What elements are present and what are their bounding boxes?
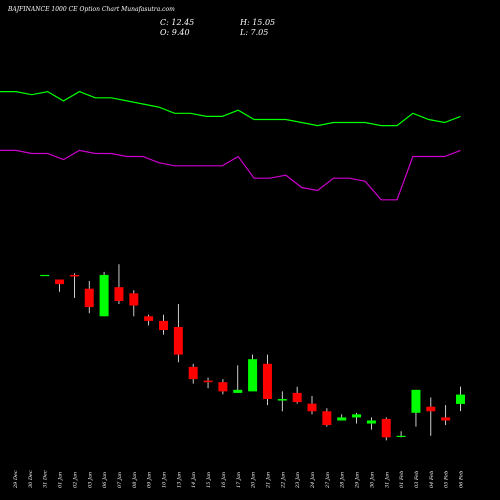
x-tick-label: 03 Feb [414,471,420,488]
candle-body-up [337,417,347,421]
candle-body-up [396,435,406,438]
candle [188,363,198,384]
candle [218,379,228,395]
candle-body-down [292,392,302,403]
x-tick-label: 29 Jan [355,472,361,489]
candle [277,391,287,412]
candle [381,417,391,441]
candle [456,386,465,412]
candle [322,408,332,427]
candle-body-up [233,389,243,393]
candle-body-up [366,420,376,424]
candle-body-down [188,366,198,380]
x-tick-label: 04 Feb [429,471,435,488]
candle-body-down [218,382,228,392]
candle-body-down [426,406,436,412]
candle [426,397,436,436]
candle-body-up [40,274,50,277]
candle [248,354,258,392]
chart-title: BAJFINANCE 1000 CE Option Chart Munafasu… [8,6,175,13]
x-tick-label: 30 Jan [369,472,375,488]
low-value: L: 7.05 [240,28,269,37]
x-tick-label: 02 Jan [72,472,78,488]
ema-slow-line [0,149,461,201]
candle-body-down [381,418,391,438]
x-tick-label: 08 Jan [132,472,138,488]
candle [262,354,272,406]
x-tick-label: 31 Jan [384,472,390,488]
candle-body-up [277,399,287,401]
candle [159,314,168,335]
x-tick-label: 07 Jan [117,472,123,488]
x-tick-label: 06 Feb [459,471,465,488]
candle [99,271,109,317]
candle [337,414,347,421]
candle-body-down [129,293,139,306]
candle [441,405,451,426]
x-tick-label: 27 Jan [325,472,331,489]
candle-body-down [441,417,451,421]
candle [40,274,50,277]
candle [411,389,421,427]
candle [129,290,139,317]
x-tick-label: 14 Jan [191,472,197,488]
candle-body-down [144,316,154,321]
x-tick-label: 16 Jan [221,472,227,488]
candle-body-down [84,288,94,308]
candle [144,314,154,326]
x-tick-label: 20 Jan [251,472,257,489]
candle-body-down [322,411,332,426]
candle-body-up [352,414,362,418]
x-tick-label: 10 Jan [162,472,168,488]
candle-body-down [159,320,168,331]
candle-body-up [456,394,465,404]
high-value: H: 15.05 [240,18,276,27]
x-tick-label: 09 Jan [147,472,153,488]
x-tick-label: 22 Jan [280,472,286,489]
x-tick-label: 29 Dec [13,470,19,489]
ema-fast-line [0,90,461,127]
candle-body-down [307,403,317,412]
candle-body-down [262,363,272,400]
candle [114,264,124,305]
candle-body-up [248,359,258,392]
x-tick-label: 13 Jan [176,472,182,488]
candle [366,417,376,430]
candle [233,365,243,393]
x-tick-label: 01 Jan [58,472,64,488]
x-tick-label: 31 Dec [43,470,49,488]
x-tick-label: 03 Jan [87,472,93,488]
x-tick-label: 24 Jan [310,472,316,489]
x-tick-label: 06 Jan [102,472,108,488]
candle [292,386,302,404]
candle-body-up [99,274,109,317]
candle [203,377,213,389]
x-tick-label: 15 Jan [206,472,212,488]
x-tick-label: 21 Jan [265,472,271,489]
candle [396,431,406,438]
candle-body-down [114,287,124,301]
candle [307,395,317,415]
candle-body-up [411,389,421,413]
x-tick-label: 01 Feb [399,471,405,488]
candle-body-down [55,279,65,285]
open-value: O: 9.40 [160,28,190,37]
candle [69,273,79,298]
candle [352,412,362,424]
candle [84,281,94,314]
candle-body-down [173,327,183,355]
x-tick-label: 23 Jan [295,472,301,489]
x-tick-label: 30 Dec [28,470,34,488]
candle-body-down [203,380,213,383]
candle-body-down [69,274,79,277]
candle [173,304,183,363]
x-tick-label: 05 Feb [444,471,450,488]
close-value: C: 12.45 [160,18,195,27]
x-tick-label: 17 Jan [236,472,242,488]
candle [55,279,65,292]
x-tick-label: 28 Jan [340,472,346,489]
